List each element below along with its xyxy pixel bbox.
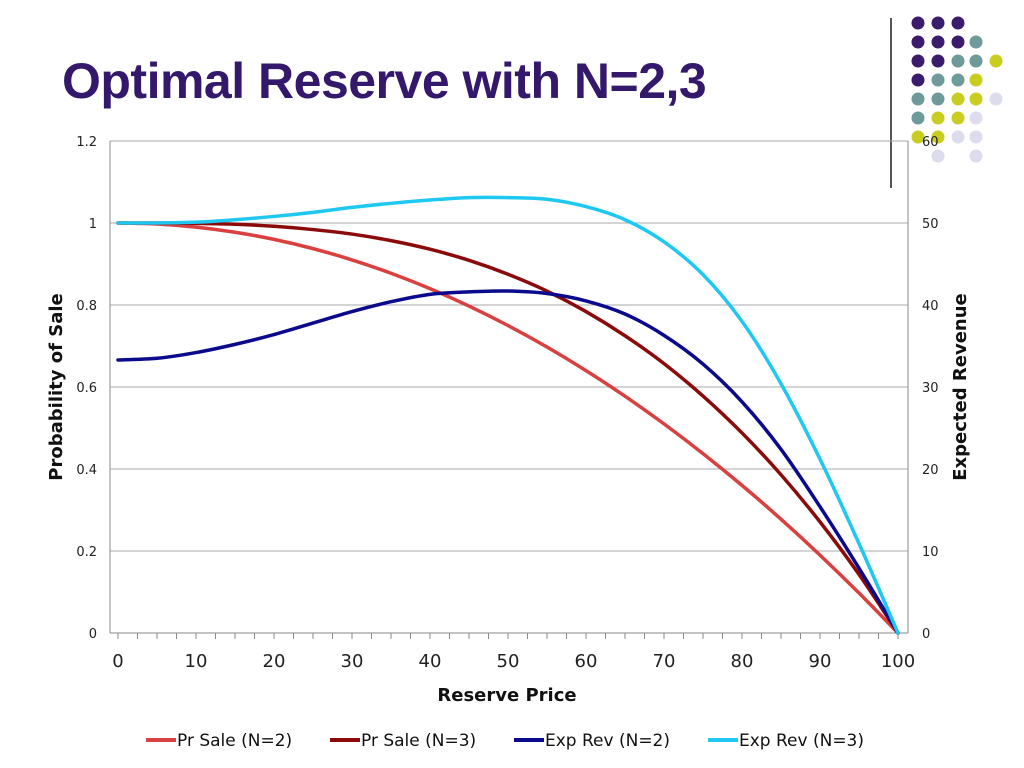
decor-dot [969,130,983,144]
chart-series [116,195,900,635]
decor-dot [911,111,925,125]
decor-dot [989,54,1003,68]
y-axis-left-title: Probability of Sale [46,293,67,480]
x-tick-label: 0 [112,651,123,672]
series-line-4 [116,195,900,635]
x-tick-label: 40 [419,651,442,672]
decor-dot [931,16,945,30]
chart-axes: 0 0.2 0.4 0.6 0.8 1 1.2 0 10 20 30 40 50 60 0 10 20 30 40 5… [76,135,938,672]
decor-dot [969,149,983,163]
legend-label: Exp Rev (N=3) [739,731,864,751]
legend-label: Exp Rev (N=2) [545,731,670,751]
series-line-2 [116,221,900,635]
x-axis-title: Reserve Price [437,685,576,706]
x-tick-label: 70 [653,651,676,672]
x-tick-label: 90 [809,651,832,672]
y-left-tick-label: 0.6 [76,381,97,396]
decor-dot [931,92,945,106]
chart-grid [110,140,908,552]
y-left-tick-label: 0.8 [76,299,97,314]
decor-dot [951,16,965,30]
y-left-tick-label: 1 [89,217,97,232]
decor-dot [951,92,965,106]
x-tick-label: 60 [575,651,598,672]
decor-dot [969,73,983,87]
decor-dot [931,73,945,87]
y-left-tick-label: 0 [89,627,97,642]
y-right-tick-label: 20 [922,463,939,478]
series-line-3 [116,289,900,635]
x-tick-label: 20 [263,651,286,672]
decor-dot [911,130,925,144]
x-tick-label: 100 [881,651,915,672]
decor-dot [911,54,925,68]
y-right-tick-label: 10 [922,545,939,560]
y-right-tick-label: 60 [922,135,939,150]
decor-dot [951,35,965,49]
decor-dot [911,73,925,87]
decor-dot [969,54,983,68]
decor-dot [951,111,965,125]
decor-dot [969,92,983,106]
decor-dot [951,54,965,68]
decor-dot [931,35,945,49]
decor-dot [911,16,925,30]
decor-dot [969,111,983,125]
y-right-tick-label: 0 [922,627,930,642]
x-tick-label: 30 [341,651,364,672]
chart-legend: Pr Sale (N=2) Pr Sale (N=3) Exp Rev (N=2) E… [146,731,864,751]
series-line-1 [116,221,900,635]
x-tick-label: 50 [497,651,520,672]
decor-dot [911,92,925,106]
x-tick-label: 10 [185,651,208,672]
slide-title: Optimal Reserve with N=2,3 [62,53,707,109]
decor-dot [931,149,945,163]
y-right-tick-label: 40 [922,299,939,314]
y-left-tick-label: 1.2 [76,135,97,150]
decor-dot [969,35,983,49]
decor-dot [951,130,965,144]
y-left-tick-label: 0.2 [76,545,97,560]
x-tick-label: 80 [731,651,754,672]
decor-dot [931,130,945,144]
decor-dot [989,92,1003,106]
y-right-tick-label: 50 [922,217,939,232]
y-left-tick-label: 0.4 [76,463,97,478]
decorative-divider [890,18,892,188]
decor-dot [911,35,925,49]
decorative-dot-grid [911,16,1003,163]
legend-label: Pr Sale (N=2) [177,731,292,751]
decor-dot [951,73,965,87]
legend-label: Pr Sale (N=3) [361,731,476,751]
y-right-tick-label: 30 [922,381,939,396]
decor-dot [931,111,945,125]
y-axis-right-title: Expected Revenue [950,293,971,480]
decor-dot [931,54,945,68]
